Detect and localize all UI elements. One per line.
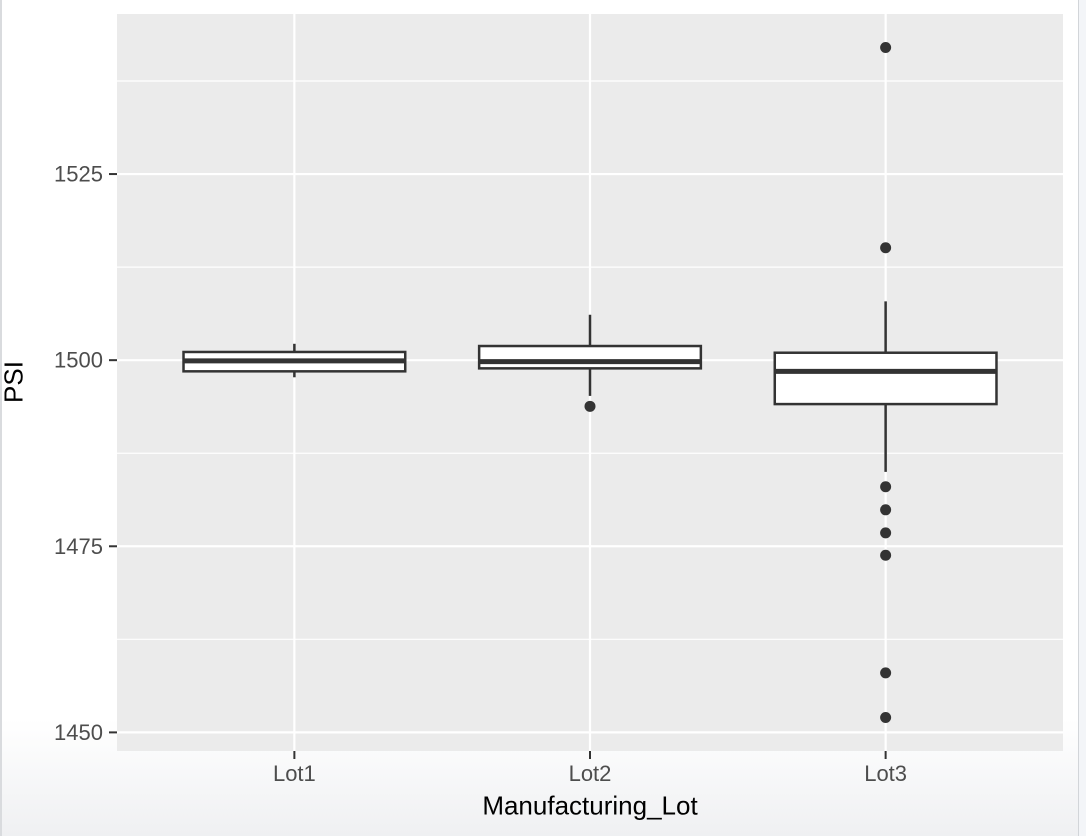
- boxplot-outlier-lot3: [880, 549, 892, 561]
- boxplot-box-lot3: [773, 351, 998, 406]
- boxplot-outlier-lot3: [880, 527, 892, 539]
- x-axis-title: Manufacturing_Lot: [482, 790, 698, 821]
- boxplot-outlier-lot3: [880, 712, 892, 723]
- x-axis-tick-label: Lot2: [569, 761, 612, 786]
- vertical-scrollbar[interactable]: [1078, 0, 1086, 836]
- x-axis-tick-label: Lot3: [864, 761, 907, 786]
- y-axis-title: PSI: [0, 361, 29, 403]
- boxplot-outlier-lot3: [880, 481, 892, 493]
- y-axis-tick-label: 1525: [54, 162, 103, 187]
- y-axis-tick-label: 1500: [54, 348, 103, 373]
- boxplot-outlier-lot2: [584, 400, 596, 412]
- y-axis-tick-label: 1475: [54, 534, 103, 559]
- x-axis-tick-label: Lot1: [273, 761, 316, 786]
- boxplot-outlier-lot3: [880, 667, 892, 679]
- window-left-border: [0, 0, 2, 836]
- boxplot-outlier-lot3: [880, 242, 892, 254]
- boxplot-outlier-lot3: [880, 504, 892, 516]
- y-axis-tick-label: 1450: [54, 720, 103, 745]
- boxplot-outlier-lot3: [880, 42, 892, 53]
- boxplot-box-lot2: [477, 344, 703, 370]
